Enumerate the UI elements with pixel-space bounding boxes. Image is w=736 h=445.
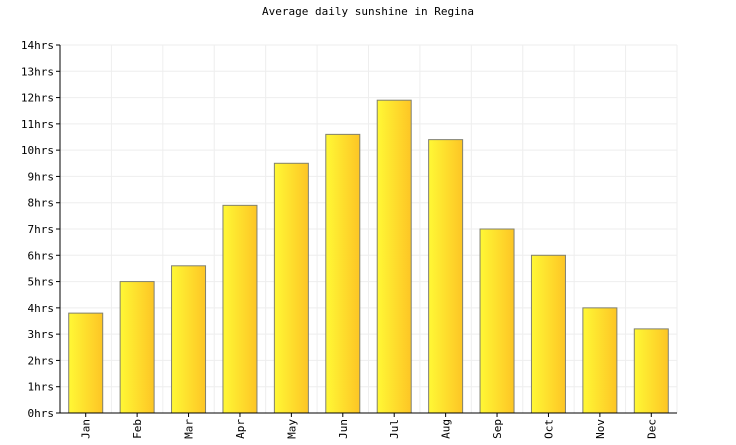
- chart-title: Average daily sunshine in Regina: [262, 5, 474, 18]
- x-tick-label-sep: Sep: [491, 419, 504, 439]
- bar-feb: [119, 281, 155, 414]
- x-tick-label-nov: Nov: [594, 419, 607, 439]
- x-tick-label-apr: Apr: [234, 419, 247, 439]
- bar-mar: [171, 265, 207, 414]
- x-tick-label-jan: Jan: [80, 419, 93, 439]
- x-axis-labels: Jan Feb Mar Apr May Jun Jul Aug Sep Oct Nov Dec: [80, 413, 658, 439]
- x-tick-label-aug: Aug: [440, 419, 453, 439]
- bar-jul: [376, 99, 412, 414]
- bar-jan: [68, 312, 104, 414]
- x-tick-label-may: May: [285, 419, 298, 439]
- bar-jun: [325, 133, 361, 414]
- x-tick-label-dec: Dec: [645, 419, 658, 439]
- y-tick-label: 11hrs: [21, 118, 54, 131]
- y-axis-labels: 0hrs 1hrs 2hrs 3hrs 4hrs 5hrs 6hrs 7hrs 8hrs 9hrs…: [21, 39, 60, 420]
- x-tick-label-jun: Jun: [337, 419, 350, 439]
- x-tick-label-mar: Mar: [183, 419, 196, 439]
- x-tick-label-jul: Jul: [388, 419, 401, 439]
- y-tick-label: 14hrs: [21, 39, 54, 52]
- y-tick-label: 0hrs: [28, 407, 55, 420]
- y-tick-label: 1hrs: [28, 381, 55, 394]
- bar-nov: [582, 307, 618, 414]
- y-tick-label: 12hrs: [21, 92, 54, 105]
- bar-may: [273, 162, 309, 414]
- y-tick-label: 3hrs: [28, 328, 55, 341]
- y-tick-label: 6hrs: [28, 249, 55, 262]
- bars: [68, 99, 669, 414]
- bar-dec: [633, 328, 669, 414]
- y-tick-label: 2hrs: [28, 354, 55, 367]
- x-tick-label-feb: Feb: [131, 419, 144, 439]
- bar-oct: [530, 254, 566, 414]
- y-tick-label: 8hrs: [28, 197, 55, 210]
- y-tick-label: 7hrs: [28, 223, 55, 236]
- bar-apr: [222, 204, 258, 414]
- bar-sep: [479, 228, 515, 414]
- bar-aug: [428, 139, 464, 414]
- y-tick-label: 10hrs: [21, 144, 54, 157]
- y-tick-label: 13hrs: [21, 65, 54, 78]
- y-tick-label: 5hrs: [28, 276, 55, 289]
- y-tick-label: 4hrs: [28, 302, 55, 315]
- grid-lines: [60, 44, 678, 413]
- x-tick-label-oct: Oct: [542, 419, 555, 439]
- y-tick-label: 9hrs: [28, 170, 55, 183]
